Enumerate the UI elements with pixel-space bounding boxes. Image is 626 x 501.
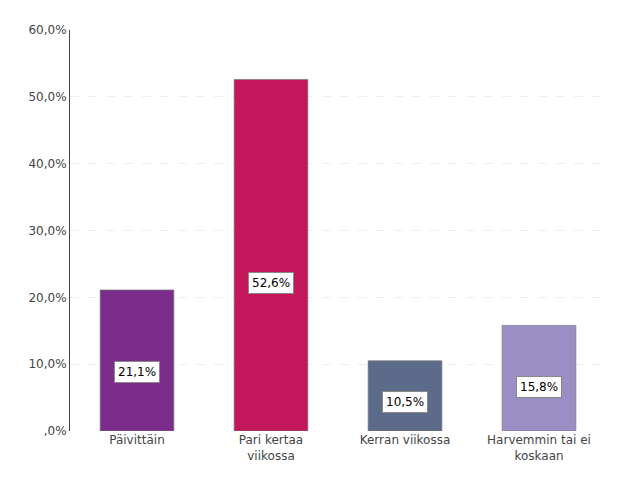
svg-text:60,0%: 60,0% xyxy=(28,23,66,37)
svg-text:15,8%: 15,8% xyxy=(520,380,558,394)
svg-text:Päivittäin: Päivittäin xyxy=(109,433,165,447)
svg-text:40,0%: 40,0% xyxy=(28,157,66,171)
svg-text:52,6%: 52,6% xyxy=(252,276,290,290)
svg-text:10,5%: 10,5% xyxy=(386,395,424,409)
svg-text:20,0%: 20,0% xyxy=(28,291,66,305)
svg-text:21,1%: 21,1% xyxy=(118,365,156,379)
svg-text:Pari kertaaviikossa: Pari kertaaviikossa xyxy=(239,433,303,463)
svg-text:30,0%: 30,0% xyxy=(28,224,66,238)
svg-text:10,0%: 10,0% xyxy=(28,357,66,371)
svg-text:,0%: ,0% xyxy=(44,424,67,438)
svg-text:Kerran viikossa: Kerran viikossa xyxy=(360,433,451,447)
svg-text:50,0%: 50,0% xyxy=(28,90,66,104)
svg-text:Harvemmin tai eikoskaan: Harvemmin tai eikoskaan xyxy=(487,433,591,463)
